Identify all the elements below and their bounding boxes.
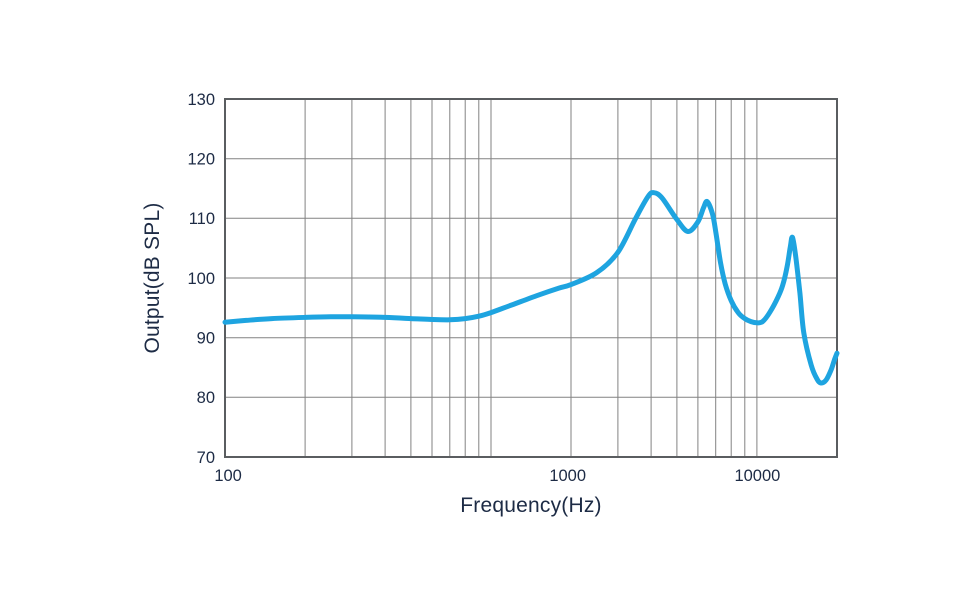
plot-frame [224, 98, 838, 458]
y-tick-label: 70 [197, 449, 215, 467]
x-axis-title: Frequency(Hz) [460, 494, 602, 517]
y-tick-label: 130 [187, 91, 215, 109]
x-tick-label: 100 [214, 467, 242, 485]
y-tick-label: 110 [189, 210, 215, 228]
y-tick-label: 90 [197, 329, 215, 347]
y-tick-label: 100 [187, 270, 215, 288]
y-axis-title: Output(dB SPL) [141, 202, 164, 354]
x-tick-label: 10000 [734, 467, 780, 485]
y-tick-label: 120 [187, 150, 215, 168]
y-tick-label: 80 [197, 389, 215, 407]
response-curve [222, 190, 840, 386]
x-tick-label: 1000 [549, 467, 586, 485]
